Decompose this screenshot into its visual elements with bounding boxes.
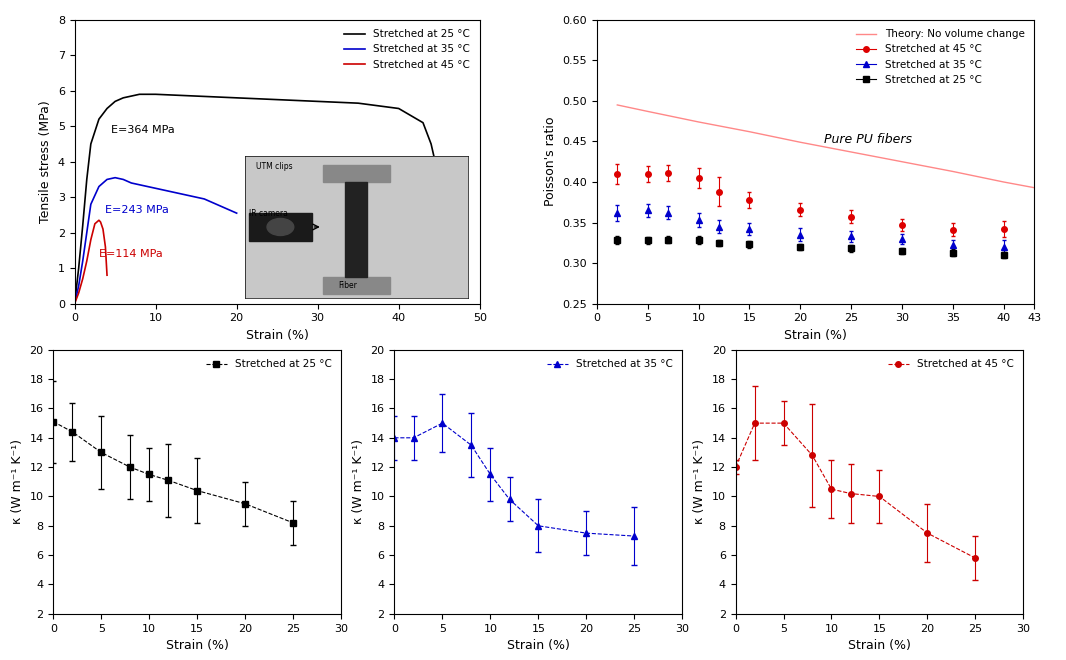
Line: Theory: No volume change: Theory: No volume change xyxy=(617,105,1034,187)
Theory: No volume change: (20, 0.449): No volume change: (20, 0.449) xyxy=(794,139,807,147)
Legend: Stretched at 25 °C: Stretched at 25 °C xyxy=(201,355,336,374)
X-axis label: Strain (%): Strain (%) xyxy=(849,639,910,652)
Text: E=114 MPa: E=114 MPa xyxy=(99,249,163,259)
Theory: No volume change: (15, 0.462): No volume change: (15, 0.462) xyxy=(743,128,756,136)
Theory: No volume change: (40, 0.4): No volume change: (40, 0.4) xyxy=(997,178,1010,186)
Y-axis label: κ (W m⁻¹ K⁻¹): κ (W m⁻¹ K⁻¹) xyxy=(11,440,23,524)
Y-axis label: Tensile stress (MPa): Tensile stress (MPa) xyxy=(39,100,52,223)
Y-axis label: Poisson's ratio: Poisson's ratio xyxy=(544,117,556,207)
Theory: No volume change: (30, 0.425): No volume change: (30, 0.425) xyxy=(895,158,908,166)
Theory: No volume change: (35, 0.413): No volume change: (35, 0.413) xyxy=(947,168,959,176)
X-axis label: Strain (%): Strain (%) xyxy=(507,639,569,652)
Legend: Stretched at 25 °C, Stretched at 35 °C, Stretched at 45 °C: Stretched at 25 °C, Stretched at 35 °C, … xyxy=(340,25,474,74)
Text: E=243 MPa: E=243 MPa xyxy=(106,205,169,215)
Y-axis label: κ (W m⁻¹ K⁻¹): κ (W m⁻¹ K⁻¹) xyxy=(352,440,365,524)
Theory: No volume change: (25, 0.437): No volume change: (25, 0.437) xyxy=(844,148,857,156)
Text: Pure PU fibers: Pure PU fibers xyxy=(824,133,912,147)
Theory: No volume change: (5, 0.487): No volume change: (5, 0.487) xyxy=(642,108,655,115)
Legend: Theory: No volume change, Stretched at 45 °C, Stretched at 35 °C, Stretched at 2: Theory: No volume change, Stretched at 4… xyxy=(852,25,1029,89)
Theory: No volume change: (10, 0.474): No volume change: (10, 0.474) xyxy=(692,118,705,126)
X-axis label: Strain (%): Strain (%) xyxy=(246,329,308,342)
Theory: No volume change: (2, 0.495): No volume change: (2, 0.495) xyxy=(611,101,624,109)
X-axis label: Strain (%): Strain (%) xyxy=(785,329,846,342)
Legend: Stretched at 45 °C: Stretched at 45 °C xyxy=(884,355,1018,374)
Theory: No volume change: (43, 0.393): No volume change: (43, 0.393) xyxy=(1028,183,1040,191)
Text: E=364 MPa: E=364 MPa xyxy=(111,125,175,135)
Y-axis label: κ (W m⁻¹ K⁻¹): κ (W m⁻¹ K⁻¹) xyxy=(693,440,706,524)
X-axis label: Strain (%): Strain (%) xyxy=(166,639,228,652)
Legend: Stretched at 35 °C: Stretched at 35 °C xyxy=(543,355,677,374)
